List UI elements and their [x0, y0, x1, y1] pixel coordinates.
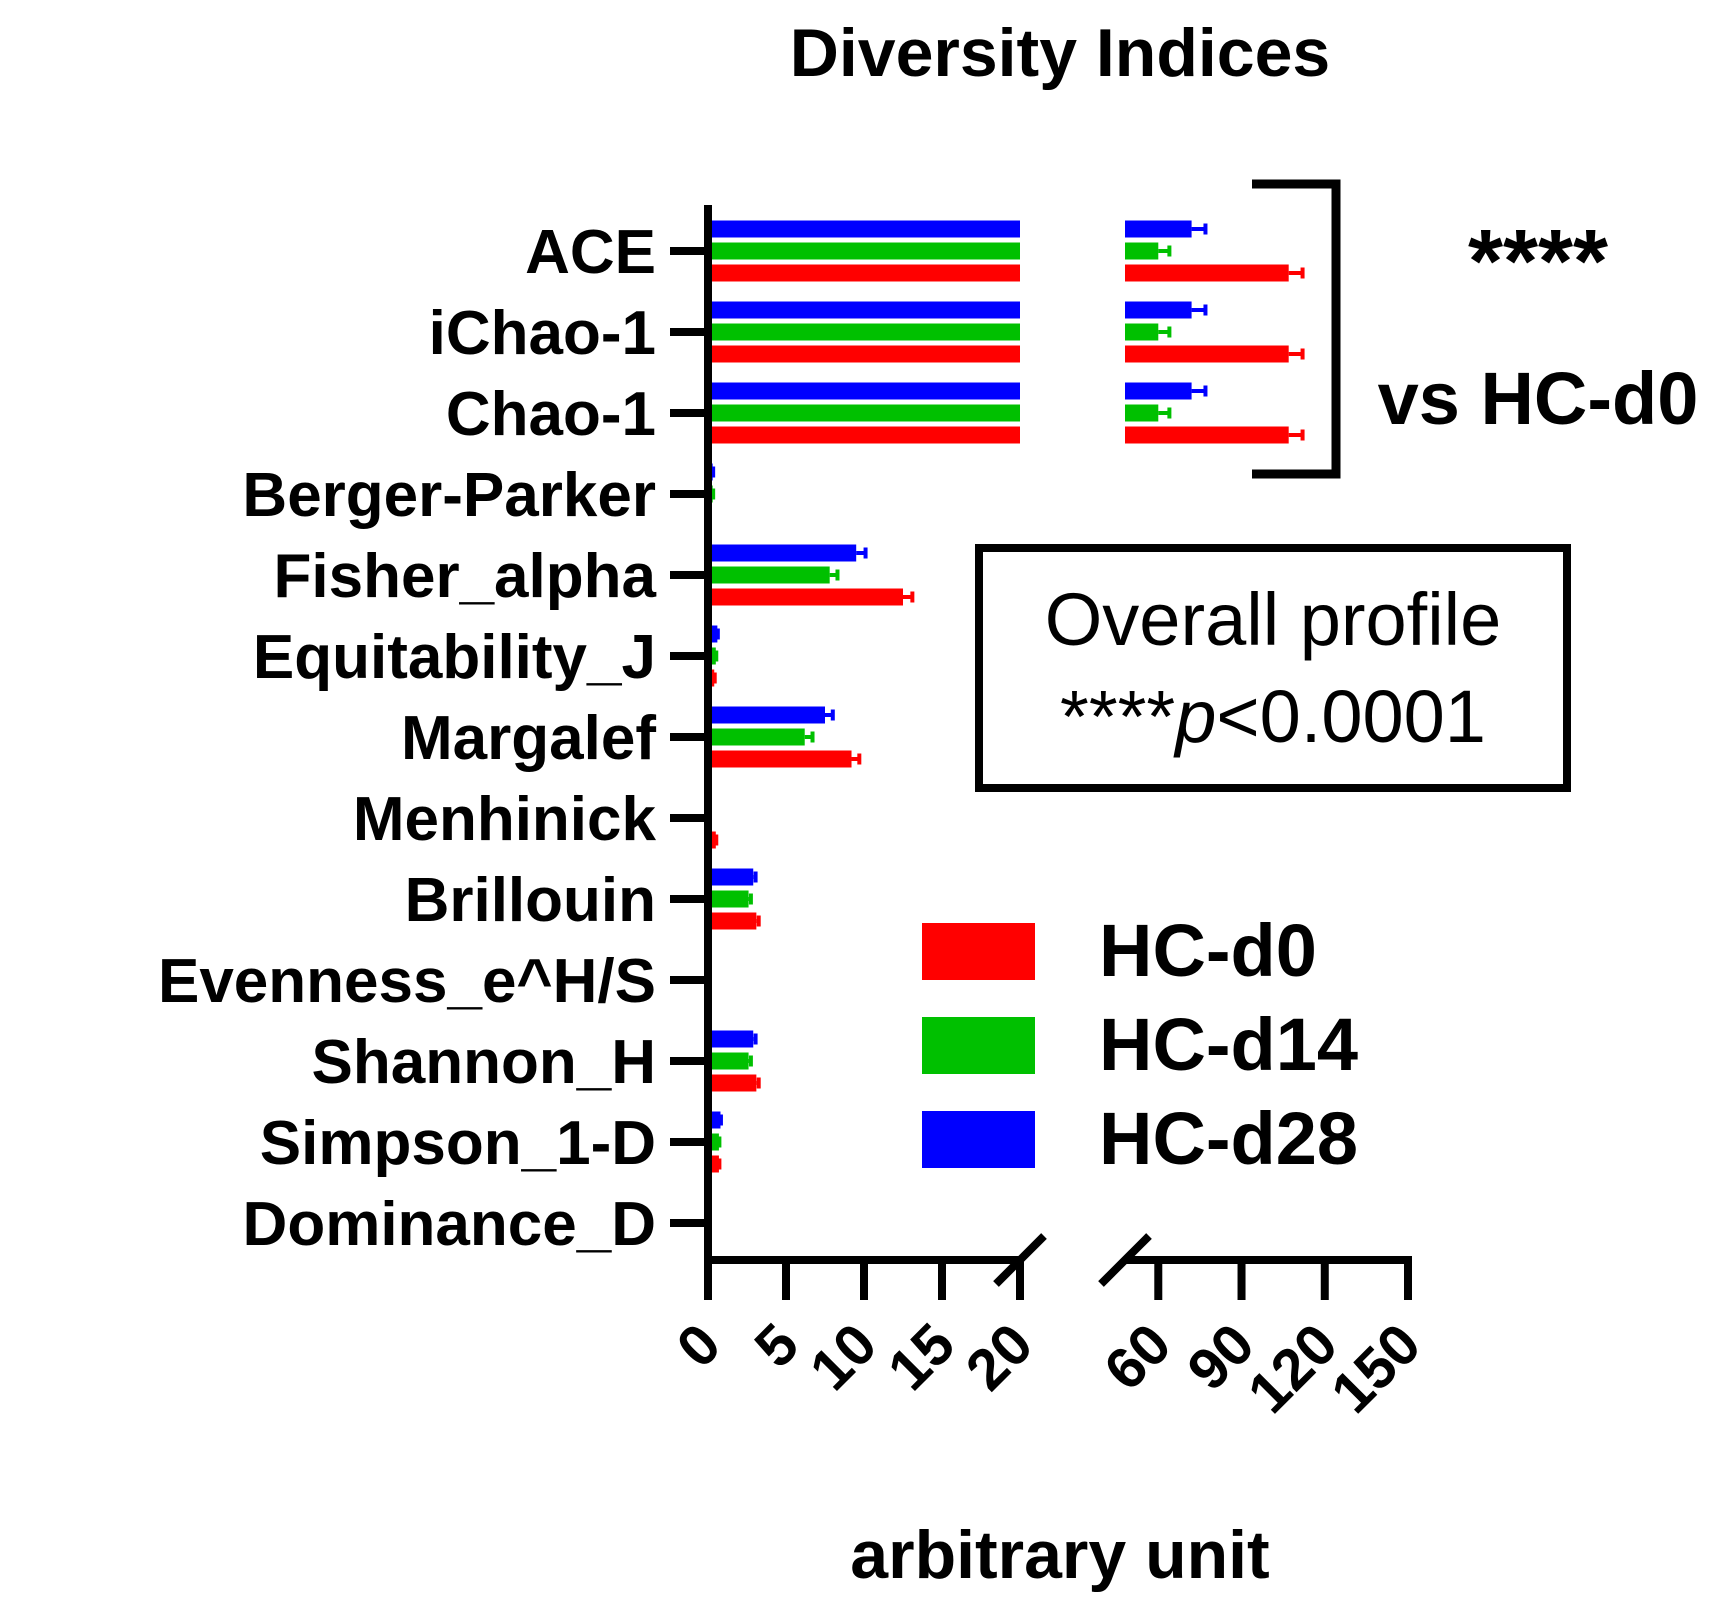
- bar-ichao-1-hc-d28-part2: [1125, 301, 1192, 319]
- bar-shannon-h-hc-d14: [708, 1052, 749, 1070]
- bar-ace-hc-d0-part2: [1125, 264, 1289, 282]
- significance-label: vs HC-d0: [1378, 357, 1699, 440]
- x-tick-label-150: 150: [1319, 1311, 1433, 1425]
- bar-equitability-j-hc-d28: [708, 625, 718, 643]
- category-label-berger-parker: Berger-Parker: [242, 461, 656, 530]
- category-label-chao-1: Chao-1: [446, 380, 656, 449]
- bar-ace-hc-d0-part1: [708, 264, 1020, 282]
- x-tick-label-0: 0: [664, 1311, 733, 1380]
- category-label-margalef: Margalef: [401, 704, 656, 773]
- category-label-ace: ACE: [525, 218, 656, 287]
- category-label-shannon-h: Shannon_H: [312, 1028, 656, 1097]
- bar-margalef-hc-d28: [708, 706, 825, 724]
- axis-break-mark-right: [1098, 1233, 1152, 1287]
- bar-fisher-alpha-hc-d14: [708, 566, 830, 584]
- bar-shannon-h-hc-d28: [708, 1030, 754, 1048]
- category-label-menhinick: Menhinick: [353, 785, 657, 854]
- note-box-border: [975, 544, 1571, 792]
- chart-title: Diversity Indices: [790, 15, 1330, 91]
- note-threshold: <0.0001: [1216, 675, 1486, 758]
- x-tick-label-60: 60: [1092, 1311, 1184, 1403]
- legend-label-hc-d0: HC-d0: [1099, 909, 1317, 992]
- bar-margalef-hc-d14: [708, 728, 805, 746]
- bar-simpson-1-d-hc-d14: [708, 1133, 719, 1151]
- bar-fisher-alpha-hc-d0: [708, 588, 903, 606]
- x-axis-label: arbitrary unit: [850, 1517, 1269, 1593]
- bars-group: [708, 220, 1305, 1254]
- bar-chao-1-hc-d28-part2: [1125, 382, 1192, 400]
- bar-margalef-hc-d0: [708, 750, 852, 768]
- x-tick-label-5: 5: [742, 1311, 811, 1380]
- category-label-evenness-e-h-s: Evenness_e^H/S: [158, 947, 656, 1016]
- bar-ichao-1-hc-d0-part2: [1125, 345, 1289, 363]
- category-label-equitability-j: Equitability_J: [253, 623, 656, 692]
- legend: HC-d0 HC-d14 HC-d28: [922, 909, 1358, 1180]
- category-label-brillouin: Brillouin: [405, 866, 656, 935]
- bar-ace-hc-d28-part2: [1125, 220, 1192, 238]
- bar-ichao-1-hc-d14-part1: [708, 323, 1020, 341]
- bar-ace-hc-d14-part2: [1125, 242, 1159, 260]
- note-line-1: Overall profile: [1045, 578, 1502, 661]
- bar-ichao-1-hc-d0-part1: [708, 345, 1020, 363]
- bar-shannon-h-hc-d0: [708, 1074, 757, 1092]
- category-label-simpson-1-d: Simpson_1-D: [260, 1109, 656, 1178]
- category-label-dominance-d: Dominance_D: [243, 1190, 656, 1259]
- bar-chao-1-hc-d14-part1: [708, 404, 1020, 422]
- bar-brillouin-hc-d28: [708, 868, 754, 886]
- significance-bracket: [1252, 179, 1341, 479]
- bar-fisher-alpha-hc-d28: [708, 544, 857, 562]
- bar-ace-hc-d14-part1: [708, 242, 1020, 260]
- note-line-2: ****p<0.0001: [1060, 675, 1486, 758]
- bar-ace-hc-d28-part1: [708, 220, 1020, 238]
- note-p: p: [1173, 675, 1216, 758]
- legend-swatch-hc-d28: [922, 1111, 1035, 1168]
- bar-ichao-1-hc-d14-part2: [1125, 323, 1159, 341]
- x-tick-label-20: 20: [954, 1311, 1046, 1403]
- axes-group: [670, 205, 1412, 1300]
- legend-swatch-hc-d0: [922, 923, 1035, 980]
- category-label-fisher-alpha: Fisher_alpha: [274, 542, 657, 611]
- legend-label-hc-d28: HC-d28: [1099, 1097, 1358, 1180]
- significance-bracket-group: **** vs HC-d0: [1252, 179, 1699, 479]
- category-label-ichao-1: iChao-1: [429, 299, 656, 368]
- bar-chao-1-hc-d0-part2: [1125, 426, 1289, 444]
- legend-label-hc-d14: HC-d14: [1099, 1003, 1358, 1086]
- bar-brillouin-hc-d0: [708, 912, 757, 930]
- overall-profile-box: Overall profile ****p<0.0001: [975, 544, 1571, 792]
- bar-simpson-1-d-hc-d0: [708, 1155, 719, 1173]
- bar-chao-1-hc-d0-part1: [708, 426, 1020, 444]
- significance-stars: ****: [1468, 212, 1608, 312]
- legend-swatch-hc-d14: [922, 1017, 1035, 1074]
- bar-chao-1-hc-d14-part2: [1125, 404, 1159, 422]
- bar-ichao-1-hc-d28-part1: [708, 301, 1020, 319]
- note-stars: ****: [1060, 675, 1175, 758]
- category-labels: ACE iChao-1 Chao-1 Berger-Parker Fisher_alph…: [158, 218, 657, 1259]
- bar-brillouin-hc-d14: [708, 890, 749, 908]
- bar-chao-1-hc-d28-part1: [708, 382, 1020, 400]
